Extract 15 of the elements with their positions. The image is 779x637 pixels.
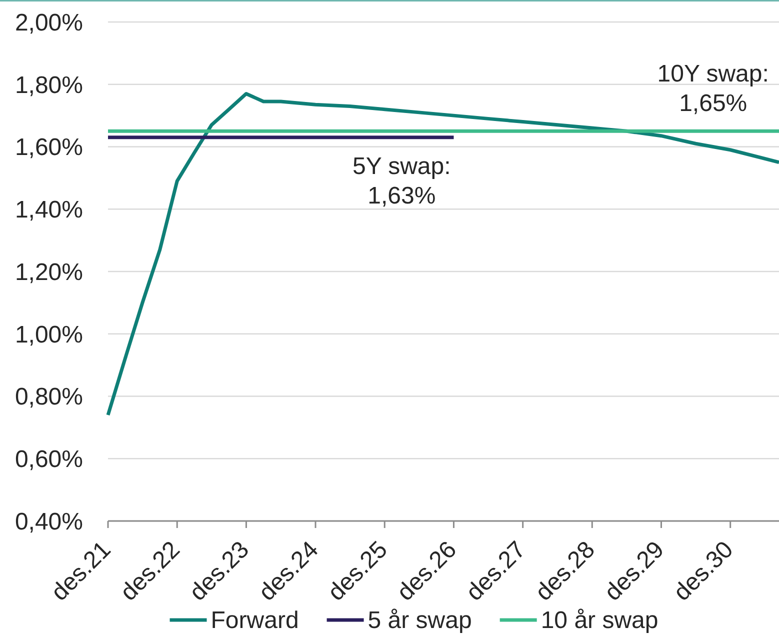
line-series <box>106 92 779 417</box>
legend-label: 10 år swap <box>540 607 658 634</box>
y-tick-label: 1,00% <box>14 321 83 348</box>
y-tick-label: 1,20% <box>14 258 83 286</box>
y-tick-label: 0,40% <box>14 508 83 536</box>
y-tick-label: 1,40% <box>14 196 83 224</box>
legend-label: 5 år swap <box>368 607 472 634</box>
annotation: 10Y swap: 1,65% <box>657 60 769 118</box>
legend-label: Forward <box>210 607 299 634</box>
y-tick-label: 0,60% <box>14 446 83 474</box>
annotation: 5Y swap: 1,63% <box>352 152 451 210</box>
y-tick-label: 0,80% <box>14 384 83 411</box>
y-tick-label: 1,80% <box>14 72 83 99</box>
y-tick-label: 2,00% <box>14 9 83 36</box>
y-tick-label: 1,60% <box>14 134 83 162</box>
